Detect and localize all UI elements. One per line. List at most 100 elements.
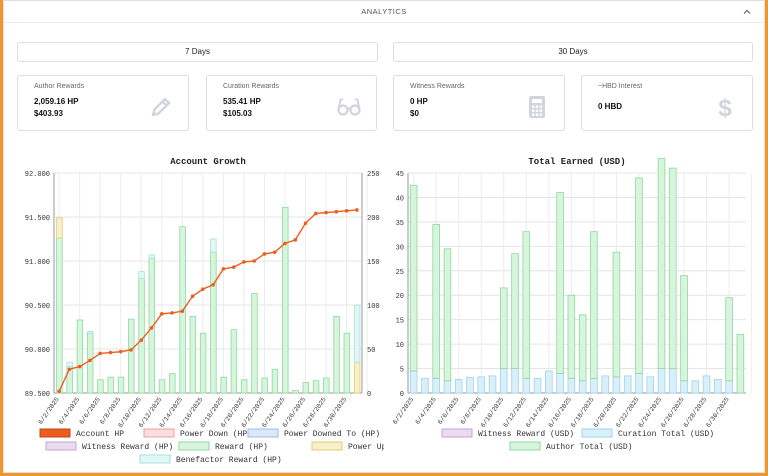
bar xyxy=(454,378,463,394)
account-hp-point xyxy=(201,287,205,291)
card-title: Author Rewards xyxy=(34,83,85,90)
bar xyxy=(86,332,94,394)
bar xyxy=(138,278,145,394)
legend-label: Account HP xyxy=(76,430,124,439)
account-hp-point xyxy=(57,389,61,394)
account-hp-point xyxy=(149,326,154,330)
bar xyxy=(251,293,258,394)
x-tick-label: 6/8/2025 xyxy=(459,396,483,426)
y-tick-label: 40 xyxy=(396,195,404,203)
bar xyxy=(680,380,688,394)
period-7-days-button[interactable]: 7 Days xyxy=(17,42,378,62)
bar xyxy=(635,373,643,394)
y-right-tick-label: 200 xyxy=(367,215,380,223)
account-hp-point xyxy=(108,350,113,355)
section-title: ANALYTICS xyxy=(4,1,764,23)
account-hp-point xyxy=(67,367,72,372)
y-right-tick-label: 250 xyxy=(367,171,380,179)
bar xyxy=(56,237,63,394)
bar xyxy=(545,370,553,394)
bar xyxy=(488,375,497,394)
card-value-usd: $403.93 xyxy=(34,109,63,118)
bar xyxy=(230,329,238,394)
y-tick-label: 30 xyxy=(396,244,404,252)
bar xyxy=(323,377,330,394)
legend-label: Witness Reward (HP) xyxy=(82,443,173,452)
bar xyxy=(76,319,84,394)
bar xyxy=(477,376,486,394)
account-hp-point xyxy=(344,209,349,213)
bar xyxy=(240,379,248,394)
bar xyxy=(443,380,452,394)
account-hp-point xyxy=(324,210,328,215)
bar xyxy=(66,361,73,367)
bar xyxy=(117,376,125,394)
card-value-usd: $0 xyxy=(410,109,419,118)
chevron-up-icon[interactable] xyxy=(742,7,752,17)
y-right-tick-label: 50 xyxy=(367,347,375,355)
y-right-tick-label: 0 xyxy=(367,391,371,399)
card-title: Witness Rewards xyxy=(410,83,465,90)
y-right-tick-label: 100 xyxy=(367,303,380,311)
bar xyxy=(657,157,666,369)
account-hp-point xyxy=(170,311,174,315)
legend-label: Power Downed To (HP) xyxy=(284,430,380,439)
bar xyxy=(680,275,688,382)
bar xyxy=(556,192,564,374)
dollar-icon: $ xyxy=(718,95,732,120)
account-hp-point xyxy=(262,252,267,256)
account-hp-point xyxy=(231,265,236,269)
bar xyxy=(158,379,166,394)
bar xyxy=(353,361,361,394)
legend-swatch xyxy=(45,441,77,451)
legend-label: Benefactor Reward (HP) xyxy=(176,456,282,465)
bar xyxy=(312,380,320,394)
card-value-hbd: 0 HBD xyxy=(598,102,623,111)
y-left-tick-label: 91.500 xyxy=(25,215,50,223)
account-hp-point xyxy=(190,294,195,298)
y-tick-label: 15 xyxy=(396,318,404,326)
x-tick-label: 6/2/2025 xyxy=(392,396,416,426)
card-value-hp: 2,059.16 HP xyxy=(34,97,79,106)
account-hp-point xyxy=(283,241,287,246)
legend-swatch xyxy=(311,441,343,451)
y-tick-label: 20 xyxy=(396,293,404,301)
bar xyxy=(623,375,632,394)
account-hp-point xyxy=(98,351,102,356)
curation-rewards-card: Curation Rewards 535.41 HP $105.03 xyxy=(206,75,377,131)
card-value-usd: $105.03 xyxy=(223,109,252,118)
bar xyxy=(128,318,135,394)
period-30-days-button[interactable]: 30 Days xyxy=(393,42,753,62)
analytics-panel: ANALYTICS 7 Days 30 Days Author Rewards … xyxy=(3,0,765,473)
bar xyxy=(97,379,104,394)
y-left-tick-label: 91.000 xyxy=(25,259,50,267)
y-left-tick-label: 90.000 xyxy=(25,347,50,355)
bar xyxy=(533,377,542,394)
bar xyxy=(646,376,655,394)
account-hp-point xyxy=(160,312,164,316)
bar xyxy=(271,368,279,394)
account-hp-point xyxy=(211,282,215,287)
card-value-hp: 0 HP xyxy=(410,97,428,106)
account-hp-point xyxy=(129,348,133,352)
y-tick-label: 5 xyxy=(400,367,404,375)
y-tick-label: 10 xyxy=(396,342,404,350)
x-tick-label: 6/6/2025 xyxy=(437,396,461,426)
bar xyxy=(343,332,351,394)
account-hp-point xyxy=(139,338,144,342)
legend-label: Power Up (HP) xyxy=(348,443,384,452)
account-hp-line xyxy=(58,209,357,392)
svg-text:$: $ xyxy=(718,95,732,120)
bar xyxy=(691,380,700,394)
account-hp-point xyxy=(355,208,359,212)
bar xyxy=(590,231,598,379)
account-hp-point xyxy=(77,364,82,369)
bar xyxy=(601,375,609,394)
total-earned-chart: Total Earned (USD) 0 5 10 15 20 25 30 35 40 45 6/2/… xyxy=(392,157,753,452)
bar xyxy=(590,377,598,394)
bar xyxy=(714,378,722,394)
account-growth-chart: Account Growth 89.500 90.000 90.500 91.000 91… xyxy=(25,157,384,465)
legend-label: Power Down (HP) xyxy=(180,430,252,439)
legend-swatch xyxy=(441,428,473,438)
y-tick-label: 35 xyxy=(396,220,404,228)
